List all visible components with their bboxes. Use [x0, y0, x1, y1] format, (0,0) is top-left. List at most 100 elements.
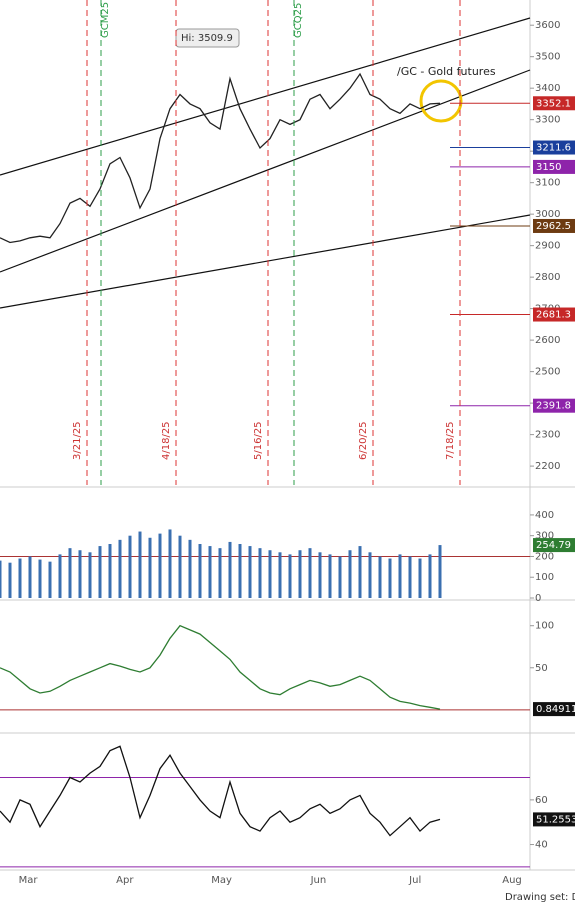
- volume-bar: [88, 552, 92, 598]
- volume-bar: [178, 535, 182, 598]
- symbol-label: /GC - Gold futures: [397, 65, 496, 78]
- level-label: 2962.5: [536, 221, 571, 232]
- volume-bar: [78, 550, 82, 598]
- volume-bar: [258, 548, 262, 598]
- drawing-set: Drawing set: Defau: [505, 892, 575, 902]
- y-tick-label: 40: [535, 840, 548, 851]
- y-tick-label: 2200: [535, 461, 560, 472]
- hi-label: Hi: 3509.9: [181, 33, 233, 44]
- last-tag: [533, 812, 575, 827]
- y-tick-label: 300: [535, 531, 554, 542]
- y-tick-label: 2900: [535, 241, 560, 252]
- volume-bar: [268, 550, 272, 598]
- expiry-label: 3/21/25: [72, 421, 83, 460]
- contract-label: GCQ25: [293, 3, 304, 38]
- volume-bar: [218, 548, 222, 598]
- level-label: 3211.6: [536, 143, 571, 154]
- volume-bar: [158, 533, 162, 598]
- volume-bar: [198, 544, 202, 598]
- volume-bar: [248, 546, 252, 598]
- volume-bar: [338, 556, 342, 598]
- volume-bar: [328, 554, 332, 598]
- volume-bar: [228, 541, 232, 598]
- level-tag: [533, 218, 575, 233]
- volume-bar: [128, 535, 132, 598]
- last-label: 51.2553: [536, 814, 575, 825]
- y-tick-label: 100: [535, 572, 554, 583]
- level-label: 2681.3: [536, 310, 571, 321]
- last-tag: [533, 538, 575, 553]
- series-line: [0, 745, 441, 837]
- volume-bar: [418, 558, 422, 598]
- y-tick-label: 60: [535, 795, 548, 806]
- y-tick-label: 3300: [535, 115, 560, 126]
- last-label: 0.84911: [536, 704, 575, 715]
- series-line: [0, 624, 441, 710]
- volume-bar: [38, 559, 42, 598]
- volume-bar: [18, 558, 22, 598]
- expiry-label: 4/18/25: [161, 421, 172, 460]
- volume-bar: [308, 548, 312, 598]
- level-tag: [533, 96, 575, 111]
- volume-bar: [238, 544, 242, 598]
- y-tick-label: 3500: [535, 52, 560, 63]
- volume-bar: [398, 554, 402, 598]
- volume-bar: [358, 546, 362, 598]
- volume-bar: [168, 529, 172, 598]
- expiry-label: 6/20/25: [358, 421, 369, 460]
- x-tick-label: Apr: [116, 875, 134, 886]
- level-label: 3352.1: [536, 98, 571, 109]
- volume-bar: [378, 556, 382, 598]
- volume-bar: [108, 544, 112, 598]
- level-tag: [533, 140, 575, 155]
- y-tick-label: 3400: [535, 83, 560, 94]
- last-tag: [533, 702, 575, 717]
- expiry-label: 5/16/25: [253, 421, 264, 460]
- volume-bar: [388, 558, 392, 598]
- level-label: 2391.8: [536, 401, 571, 412]
- level-tag: [533, 398, 575, 413]
- expiry-label: 7/18/25: [445, 421, 456, 460]
- volume-bar: [318, 552, 322, 598]
- hi-callout: [175, 28, 240, 48]
- volume-bar: [148, 537, 152, 598]
- trendlines: [0, 17, 531, 309]
- volume-bar: [368, 552, 372, 598]
- level-tag: [533, 159, 575, 174]
- y-tick-label: 400: [535, 510, 554, 521]
- volume-bar: [408, 556, 412, 598]
- y-tick-label: 2300: [535, 430, 560, 441]
- volume-bar: [428, 554, 432, 598]
- x-tick-label: Aug: [502, 875, 522, 886]
- y-tick-label: 2500: [535, 367, 560, 378]
- x-tick-label: Jul: [408, 875, 421, 886]
- volume-bar: [118, 539, 122, 598]
- level-tag: [533, 307, 575, 322]
- y-tick-label: 200: [535, 551, 554, 562]
- level-label: 3150: [536, 162, 561, 173]
- volume-bar: [188, 539, 192, 598]
- volume-bar: [298, 550, 302, 598]
- y-tick-label: 2600: [535, 335, 560, 346]
- x-tick-label: May: [211, 875, 232, 886]
- contract-label: GCM25: [100, 2, 111, 38]
- y-tick-label: 2800: [535, 272, 560, 283]
- volume-bar: [138, 531, 142, 598]
- y-tick-label: 50: [535, 663, 548, 674]
- volume-bar: [288, 554, 292, 598]
- volume-bar: [28, 556, 32, 598]
- y-tick-label: 100: [535, 621, 554, 632]
- series-line: [0, 72, 441, 244]
- volume-bar: [348, 550, 352, 598]
- y-tick-label: 3000: [535, 209, 560, 220]
- x-tick-label: Jun: [310, 875, 327, 886]
- volume-bar: [0, 560, 2, 598]
- volume-bar: [58, 554, 62, 598]
- volume-bar: [208, 546, 212, 598]
- highlight-circle: [419, 79, 463, 123]
- volume-bar: [48, 561, 52, 598]
- last-label: 254.79: [536, 540, 571, 551]
- volume-bar: [278, 552, 282, 598]
